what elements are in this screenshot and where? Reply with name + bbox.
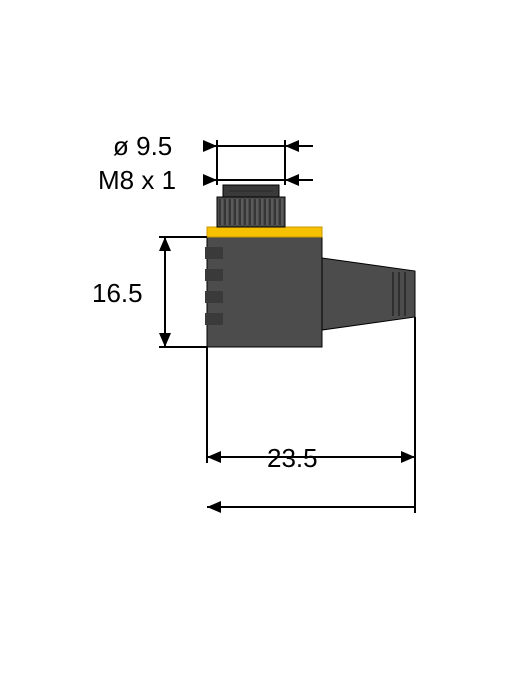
- label-height: 16.5: [92, 278, 143, 309]
- connector-drawing-svg: [0, 0, 523, 700]
- label-length: 23.5: [267, 443, 318, 474]
- label-diameter: ø 9.5: [113, 131, 172, 162]
- drawing-stage: ø 9.5 M8 x 1 16.5 23.5: [0, 0, 523, 700]
- label-thread: M8 x 1: [98, 165, 176, 196]
